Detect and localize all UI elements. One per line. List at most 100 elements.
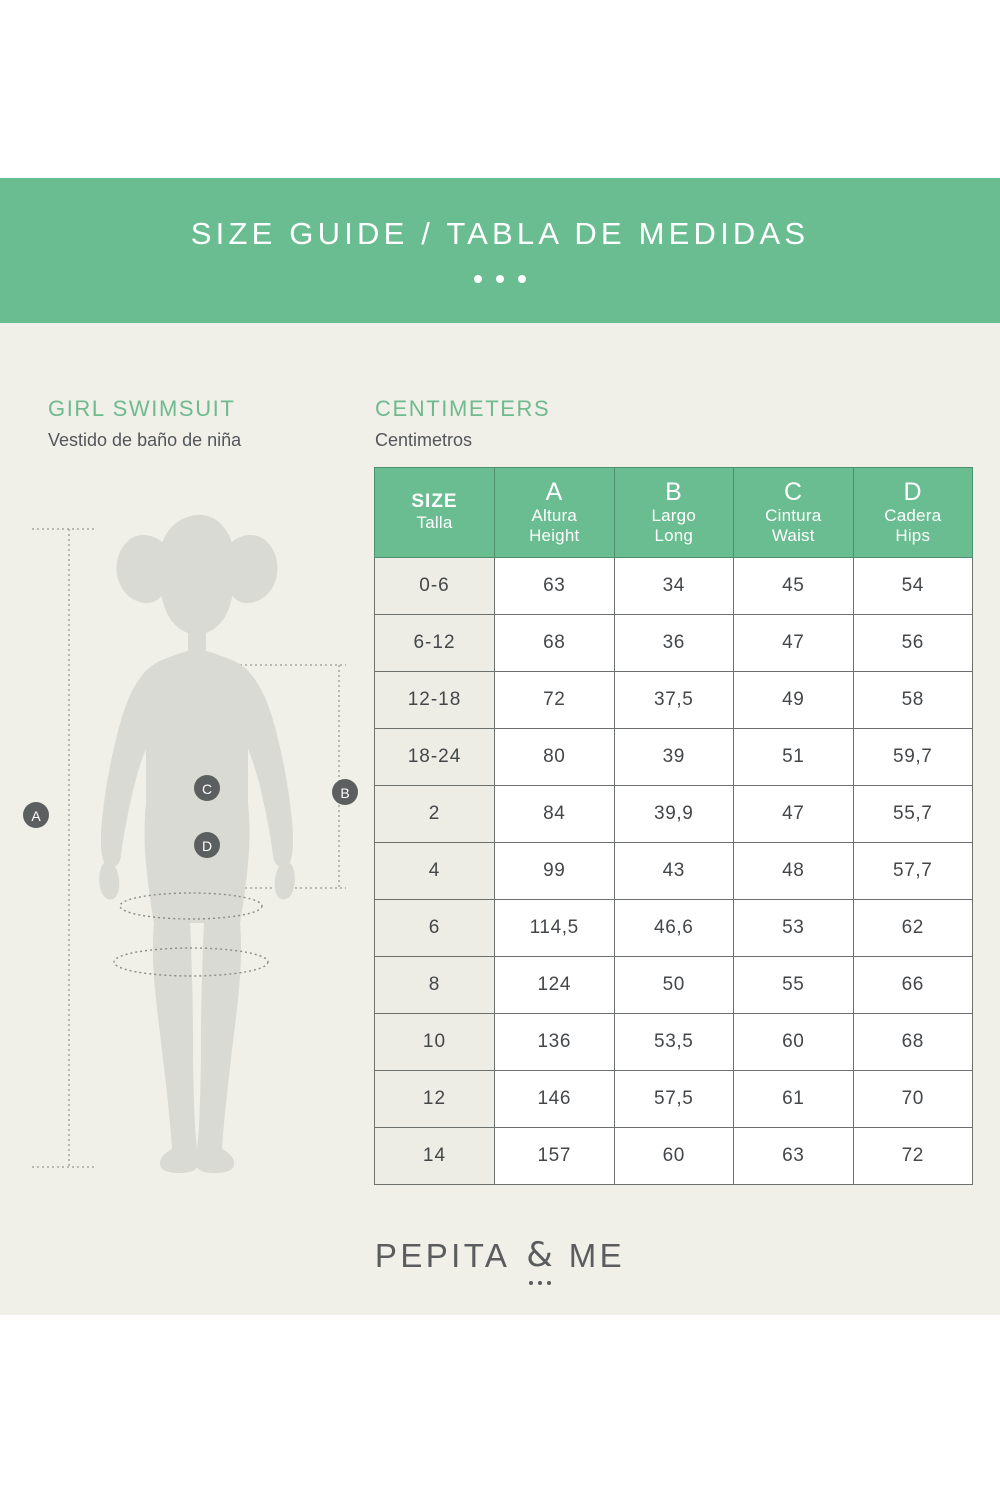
- svg-text:C: C: [202, 781, 212, 797]
- long-cell: 43: [613, 842, 734, 900]
- height-cell: 63: [494, 557, 615, 615]
- long-cell: 50: [613, 956, 734, 1014]
- svg-text:A: A: [31, 808, 41, 824]
- hips-cell: 58: [852, 671, 973, 729]
- waist-cell: 47: [733, 785, 854, 843]
- table-header-a: A Altura Height: [494, 467, 615, 558]
- units-label-es: Centimetros: [375, 429, 473, 450]
- size-cell: 14: [374, 1127, 495, 1185]
- table-row: 8 124 50 55 66: [374, 956, 973, 1014]
- height-cell: 146: [494, 1070, 615, 1128]
- hips-cell: 66: [852, 956, 973, 1014]
- marker-d: D: [194, 832, 220, 858]
- size-cell: 10: [374, 1013, 495, 1071]
- hips-measure-ellipse: [113, 947, 269, 977]
- table-row: 6 114,5 46,6 53 62: [374, 899, 973, 957]
- hips-cell: 68: [852, 1013, 973, 1071]
- size-cell: 18-24: [374, 728, 495, 786]
- waist-cell: 51: [733, 728, 854, 786]
- page-banner: SIZE GUIDE / TABLA DE MEDIDAS: [0, 178, 1000, 323]
- long-cell: 53,5: [613, 1013, 734, 1071]
- waist-cell: 60: [733, 1013, 854, 1071]
- svg-text:D: D: [202, 838, 212, 854]
- logo-dots-ornament-icon: [528, 1281, 551, 1285]
- waist-cell: 63: [733, 1127, 854, 1185]
- measurement-figure: A B C D: [14, 503, 362, 1193]
- hips-cell: 72: [852, 1127, 973, 1185]
- hips-cell: 70: [852, 1070, 973, 1128]
- table-header-row: SIZE Talla A Altura Height B Largo Long: [374, 467, 973, 558]
- product-heading: GIRL SWIMSUIT Vestido de baño de niña: [48, 395, 358, 453]
- waist-cell: 61: [733, 1070, 854, 1128]
- long-cell: 57,5: [613, 1070, 734, 1128]
- height-cell: 84: [494, 785, 615, 843]
- hips-cell: 56: [852, 614, 973, 672]
- size-table: SIZE Talla A Altura Height B Largo Long: [374, 467, 973, 1185]
- ampersand-icon: &: [526, 1235, 553, 1285]
- height-cell: 72: [494, 671, 615, 729]
- content-area: GIRL SWIMSUIT Vestido de baño de niña CE…: [0, 323, 1000, 1315]
- ampersand-glyph: &: [526, 1235, 553, 1275]
- height-cell: 99: [494, 842, 615, 900]
- table-row: 14 157 60 63 72: [374, 1127, 973, 1185]
- product-name-en: GIRL SWIMSUIT: [48, 396, 236, 421]
- size-cell: 6-12: [374, 614, 495, 672]
- size-cell: 4: [374, 842, 495, 900]
- units-heading: CENTIMETERS Centimetros: [375, 395, 775, 453]
- units-label-en: CENTIMETERS: [375, 396, 551, 421]
- long-cell: 46,6: [613, 899, 734, 957]
- table-row: 10 136 53,5 60 68: [374, 1013, 973, 1071]
- size-cell: 12-18: [374, 671, 495, 729]
- hips-cell: 54: [852, 557, 973, 615]
- long-cell: 39,9: [613, 785, 734, 843]
- table-row: 12-18 72 37,5 49 58: [374, 671, 973, 729]
- table-body: 0-6 63 34 45 54 6-12 68 36 47 56 12-18 72 37,5 49 58 18…: [374, 557, 973, 1185]
- hips-cell: 57,7: [852, 842, 973, 900]
- table-row: 4 99 43 48 57,7: [374, 842, 973, 900]
- long-cell: 37,5: [613, 671, 734, 729]
- product-name-es: Vestido de baño de niña: [48, 429, 242, 450]
- dimension-lines: [32, 528, 346, 1168]
- size-cell: 2: [374, 785, 495, 843]
- waist-cell: 45: [733, 557, 854, 615]
- long-cell: 39: [613, 728, 734, 786]
- brand-logo: PEPITA & ME: [0, 1235, 1000, 1285]
- height-cell: 157: [494, 1127, 615, 1185]
- table-row: 18-24 80 39 51 59,7: [374, 728, 973, 786]
- size-cell: 0-6: [374, 557, 495, 615]
- size-cell: 8: [374, 956, 495, 1014]
- height-cell: 114,5: [494, 899, 615, 957]
- page-title: SIZE GUIDE / TABLA DE MEDIDAS: [190, 216, 810, 251]
- height-cell: 124: [494, 956, 615, 1014]
- table-header-size: SIZE Talla: [374, 467, 495, 558]
- waist-cell: 47: [733, 614, 854, 672]
- hips-cell: 59,7: [852, 728, 973, 786]
- marker-b: B: [332, 779, 358, 805]
- table-header-d: D Cadera Hips: [852, 467, 973, 558]
- hips-cell: 55,7: [852, 785, 973, 843]
- table-header-c: C Cintura Waist: [733, 467, 854, 558]
- brand-name-left: PEPITA: [374, 1236, 511, 1274]
- table-row: 6-12 68 36 47 56: [374, 614, 973, 672]
- long-cell: 60: [613, 1127, 734, 1185]
- marker-a: A: [23, 802, 49, 828]
- long-cell: 34: [613, 557, 734, 615]
- marker-c: C: [194, 775, 220, 801]
- size-cell: 12: [374, 1070, 495, 1128]
- waist-cell: 55: [733, 956, 854, 1014]
- waist-cell: 53: [733, 899, 854, 957]
- table-row: 12 146 57,5 61 70: [374, 1070, 973, 1128]
- brand-name-right: ME: [568, 1236, 626, 1274]
- waist-cell: 49: [733, 671, 854, 729]
- long-cell: 36: [613, 614, 734, 672]
- waist-cell: 48: [733, 842, 854, 900]
- hips-cell: 62: [852, 899, 973, 957]
- height-cell: 80: [494, 728, 615, 786]
- table-row: 2 84 39,9 47 55,7: [374, 785, 973, 843]
- height-cell: 68: [494, 614, 615, 672]
- height-cell: 136: [494, 1013, 615, 1071]
- size-cell: 6: [374, 899, 495, 957]
- svg-text:B: B: [340, 785, 349, 801]
- size-table-container: SIZE Talla A Altura Height B Largo Long: [374, 467, 973, 1185]
